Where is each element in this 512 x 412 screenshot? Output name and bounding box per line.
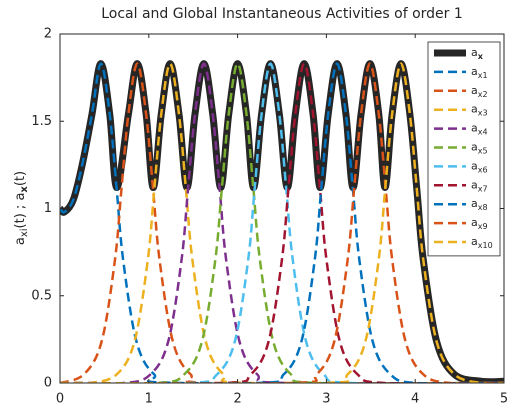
local-line <box>60 62 504 383</box>
legend-label: ax1 <box>471 65 488 80</box>
legend-label: ax3 <box>471 103 488 118</box>
y-label-part: (t) <box>13 171 28 186</box>
local-line <box>60 62 504 383</box>
y-label-part: xi <box>19 228 30 237</box>
legend-label: ax5 <box>471 141 488 156</box>
local-line <box>60 62 504 383</box>
legend: ax ax1 ax2 ax3 ax4 ax5 ax6 ax7 ax8 ax9 ax10 <box>427 41 501 257</box>
y-tick-label: 1 <box>44 201 52 216</box>
legend-box <box>427 41 501 257</box>
legend-label: ax6 <box>471 159 488 174</box>
lines <box>60 60 504 383</box>
local-line <box>60 62 504 383</box>
legend-label: ax8 <box>471 197 488 212</box>
legend-label: ax10 <box>471 235 493 250</box>
local-line <box>60 62 504 383</box>
local-line <box>60 62 504 383</box>
legend-label: ax4 <box>471 122 488 137</box>
y-tick-label: 0.5 <box>31 288 52 303</box>
local-line <box>60 62 504 383</box>
local-line <box>60 62 504 383</box>
legend-label: ax2 <box>471 84 488 99</box>
y-tick-label: 1.5 <box>31 114 52 129</box>
legend-label: ax <box>471 46 484 61</box>
legend-label: ax9 <box>471 216 488 231</box>
x-tick-label: 0 <box>56 392 64 407</box>
x-tick-label: 2 <box>233 392 241 407</box>
y-axis-label: axi(t) ; ax(t) <box>13 171 31 245</box>
x-tick-label: 5 <box>500 392 508 407</box>
x-tick-label: 4 <box>411 392 419 407</box>
y-label-part: x <box>19 186 30 193</box>
y-tick-label: 0 <box>44 376 52 391</box>
y-label-part: a <box>13 237 28 245</box>
y-tick-label: 2 <box>44 27 52 42</box>
local-line <box>60 62 504 383</box>
legend-label: ax7 <box>471 178 488 193</box>
x-tick-label: 1 <box>145 392 153 407</box>
y-label-part: (t) ; a <box>13 193 28 229</box>
x-tick-label: 3 <box>322 392 330 407</box>
chart-title: Local and Global Instantaneous Activitie… <box>101 6 463 22</box>
